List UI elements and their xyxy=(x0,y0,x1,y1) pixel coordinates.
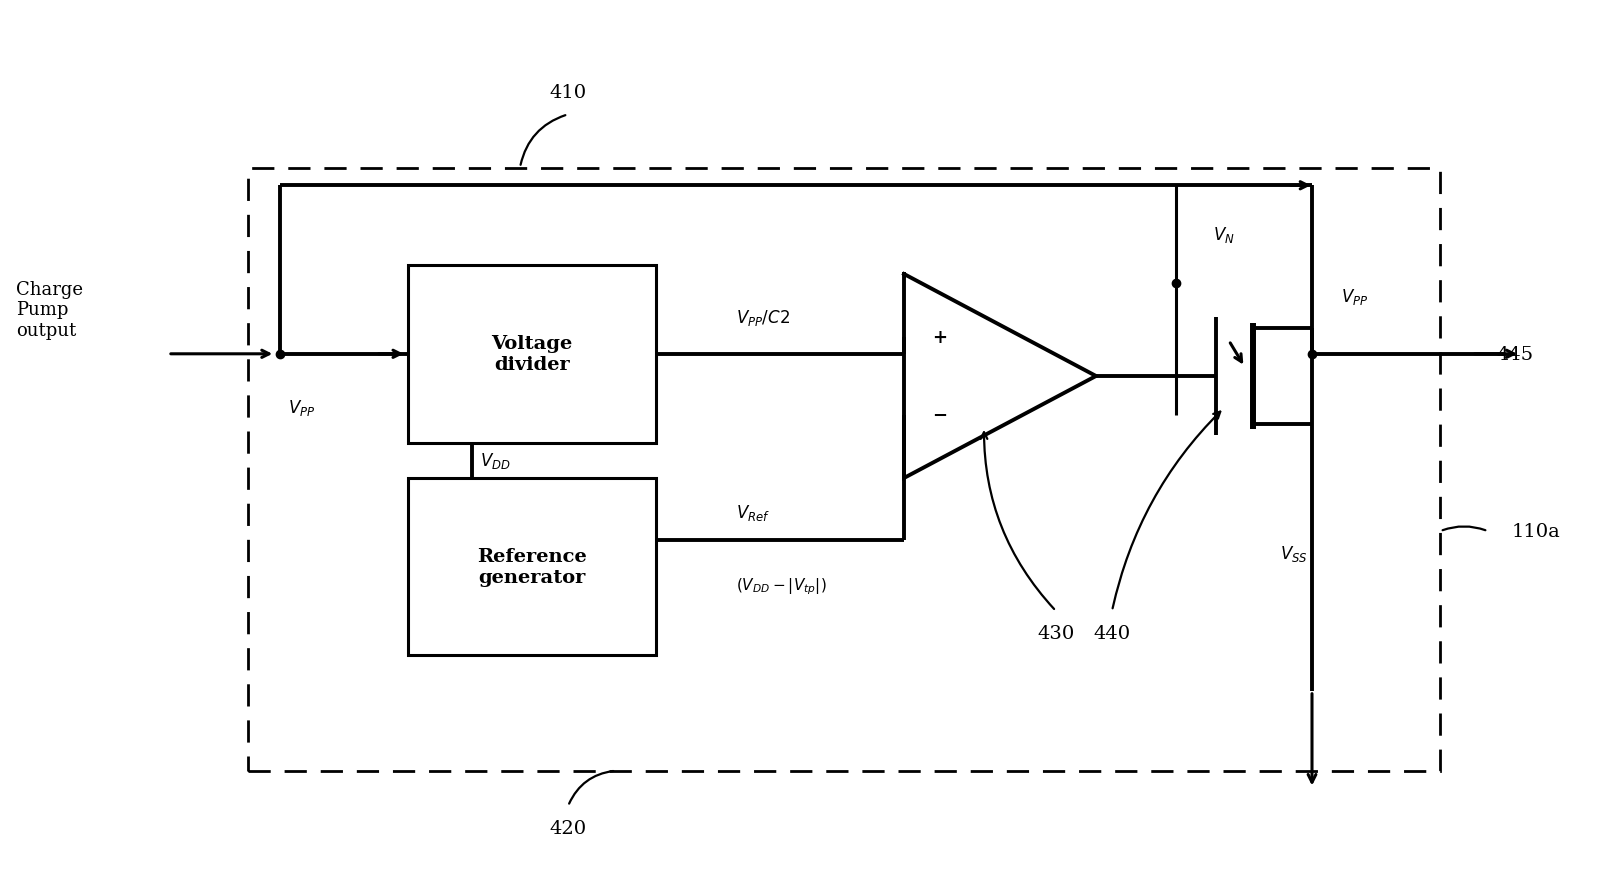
Text: Voltage
divider: Voltage divider xyxy=(491,335,573,374)
Text: $V_{PP}$: $V_{PP}$ xyxy=(288,398,315,417)
Text: 410: 410 xyxy=(549,84,587,102)
Text: $V_{SS}$: $V_{SS}$ xyxy=(1280,544,1307,563)
Text: 440: 440 xyxy=(1093,625,1131,642)
Text: −: − xyxy=(931,407,947,424)
Text: 110a: 110a xyxy=(1512,523,1560,540)
Text: 420: 420 xyxy=(549,820,587,837)
Text: +: + xyxy=(931,329,947,346)
Text: Charge
Pump
output: Charge Pump output xyxy=(16,280,83,340)
Text: Reference
generator: Reference generator xyxy=(477,548,587,587)
Bar xyxy=(248,168,1440,771)
Text: $V_{DD}$: $V_{DD}$ xyxy=(480,451,510,470)
Text: $V_{PP}$: $V_{PP}$ xyxy=(1341,287,1368,307)
Text: 445: 445 xyxy=(1496,346,1533,363)
Text: $(V_{DD}-|V_{tp}|)$: $(V_{DD}-|V_{tp}|)$ xyxy=(736,576,827,596)
Text: $V_{PP}/C2$: $V_{PP}/C2$ xyxy=(736,307,790,328)
Text: $V_N$: $V_N$ xyxy=(1213,225,1235,245)
Text: $V_{Ref}$: $V_{Ref}$ xyxy=(736,502,770,523)
Bar xyxy=(408,266,656,443)
Bar xyxy=(408,478,656,656)
Text: 430: 430 xyxy=(1037,625,1075,642)
